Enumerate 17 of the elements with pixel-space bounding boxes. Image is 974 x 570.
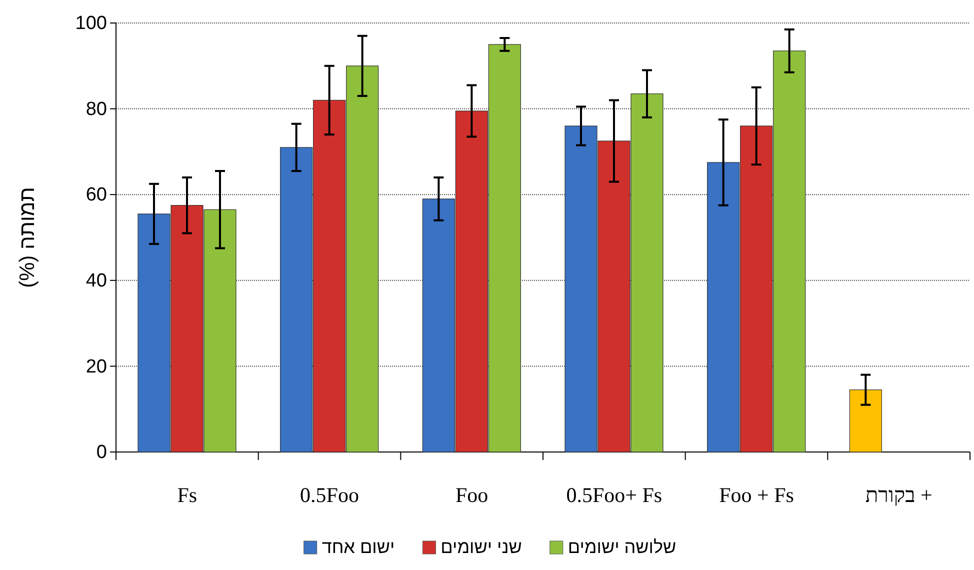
y-tick-label: 80 — [86, 98, 107, 120]
y-axis-title: תמותה (%) — [16, 187, 39, 288]
y-tick-label: 60 — [86, 184, 107, 206]
y-tick-label: 20 — [86, 356, 107, 378]
x-tick-label: Foo — [455, 483, 488, 507]
x-tick-label: + בקורת — [865, 483, 932, 507]
x-tick-label: Fs — [177, 483, 198, 507]
bar — [849, 389, 882, 452]
x-tick-label: 0.5Foo — [300, 483, 359, 507]
legend-label: שלושה ישומים — [568, 537, 676, 557]
y-tick-label: 100 — [75, 13, 107, 34]
x-tick-label: 0.5Foo+ Fs — [566, 483, 662, 507]
legend-label: ישום אחד — [322, 537, 395, 557]
y-tick-label: 40 — [86, 270, 107, 292]
y-tick-label: 0 — [96, 442, 107, 464]
legend-label: שני ישומים — [440, 537, 522, 557]
x-tick-label: Foo + Fs — [719, 483, 794, 507]
